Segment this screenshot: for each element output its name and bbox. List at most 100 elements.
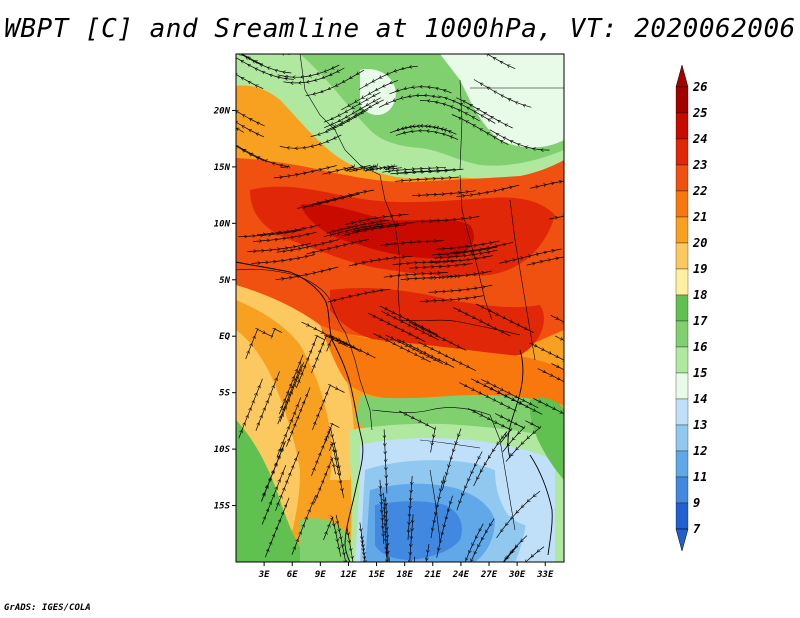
colorbar-swatch (675, 86, 689, 114)
streamline (550, 314, 564, 344)
streamline (394, 177, 459, 181)
streamline (495, 413, 524, 453)
coastline (236, 261, 553, 562)
colorbar-swatch (675, 164, 689, 192)
streamline (380, 241, 444, 246)
streamline (278, 354, 304, 415)
streamline (415, 217, 480, 222)
colorbar-label: 16 (693, 340, 707, 354)
streamline (395, 131, 459, 140)
streamlines (231, 30, 564, 562)
colorbar-label: 14 (693, 392, 707, 406)
x-tick-label: 3E (258, 570, 270, 580)
streamline (360, 522, 368, 562)
streamline (326, 337, 376, 359)
streamline (473, 431, 508, 487)
streamline (500, 546, 545, 562)
y-tick-label: 10N (214, 219, 231, 229)
streamline (487, 535, 528, 562)
colorbar-top-arrow (675, 64, 689, 88)
country-borders (236, 54, 564, 541)
colorbar-label: 11 (693, 470, 707, 484)
streamline (430, 475, 445, 539)
colorbar-label: 13 (693, 418, 707, 432)
streamline (529, 342, 564, 372)
streamline (260, 442, 286, 502)
streamline (279, 134, 342, 148)
streamline (252, 231, 317, 241)
longitude-axis: 3E 6E 9E 12E 15E 18E 21E 24E 27E 30E 33E (258, 562, 554, 580)
streamline (533, 398, 564, 427)
streamline (236, 59, 264, 90)
y-tick-label: 15S (214, 502, 231, 512)
colorbar-label: 24 (692, 132, 707, 146)
y-tick-label: 5N (219, 276, 230, 286)
colorbar-label: 21 (692, 210, 707, 224)
streamline (409, 514, 413, 562)
streamline (348, 256, 413, 266)
colorbar-swatch (675, 320, 689, 348)
x-tick-label: 6E (287, 570, 298, 580)
color-bar: 26 25 24 23 22 21 20 19 18 17 16 15 14 13 12 11 9 7 (675, 64, 708, 552)
streamline (505, 420, 540, 462)
map-frame (235, 53, 565, 563)
colorbar-swatch (675, 346, 689, 374)
streamline (399, 410, 435, 453)
colorbar-label: 20 (692, 236, 707, 250)
colorbar-label: 15 (693, 366, 707, 380)
x-tick-label: 18E (397, 570, 414, 580)
x-tick-label: 27E (480, 570, 498, 580)
y-tick-label: EQ (219, 332, 230, 342)
colorbar-swatch (675, 372, 689, 400)
streamline (273, 165, 337, 178)
colorbar-swatch (675, 450, 689, 478)
streamline (420, 544, 429, 562)
streamline (264, 497, 290, 558)
streamline (349, 166, 398, 172)
streamline (236, 107, 265, 138)
streamline (499, 248, 562, 263)
colorbar-swatch (675, 398, 689, 426)
colorbar-swatch (675, 502, 689, 530)
x-tick-label: 21E (424, 570, 442, 580)
colorbar-bottom-arrow (675, 528, 689, 552)
y-tick-label: 15N (214, 163, 231, 173)
colorbar-label: 9 (693, 496, 700, 510)
colorbar-swatch (675, 138, 689, 166)
streamline (245, 329, 283, 360)
x-tick-label: 9E (315, 570, 326, 580)
latitude-axis: 20N 15N 10N 5N EQ 5S 10S 15S (213, 106, 236, 512)
streamline (408, 321, 467, 351)
streamline (327, 289, 391, 303)
colorbar-swatch (675, 476, 689, 504)
streamline (451, 114, 509, 145)
streamline (496, 490, 541, 539)
colorbar-label: 12 (693, 444, 707, 458)
y-tick-label: 5S (219, 389, 230, 399)
colorbar-label: 23 (692, 158, 707, 172)
colorbar-label: 25 (692, 106, 707, 120)
streamline (473, 79, 532, 108)
streamline (459, 54, 516, 70)
colorbar-swatch (675, 242, 689, 270)
x-tick-label: 24E (452, 570, 470, 580)
streamline (537, 368, 564, 398)
map-title: WBPT [C] and Sreamline at 1000hPa, VT: 2… (4, 14, 796, 44)
streamline (384, 492, 387, 557)
x-tick-label: 30E (508, 570, 526, 580)
streamline (471, 378, 529, 408)
streamline (276, 239, 340, 253)
streamline (400, 275, 465, 279)
x-tick-label: 33E (536, 570, 554, 580)
streamline (291, 495, 317, 555)
streamline (275, 451, 300, 511)
x-tick-label: 12E (340, 570, 357, 580)
streamline (311, 424, 340, 477)
streamline (255, 371, 280, 431)
streamline (231, 30, 290, 54)
streamline (414, 556, 416, 562)
streamline (378, 95, 441, 108)
streamline (458, 523, 484, 562)
streamline (389, 87, 452, 95)
